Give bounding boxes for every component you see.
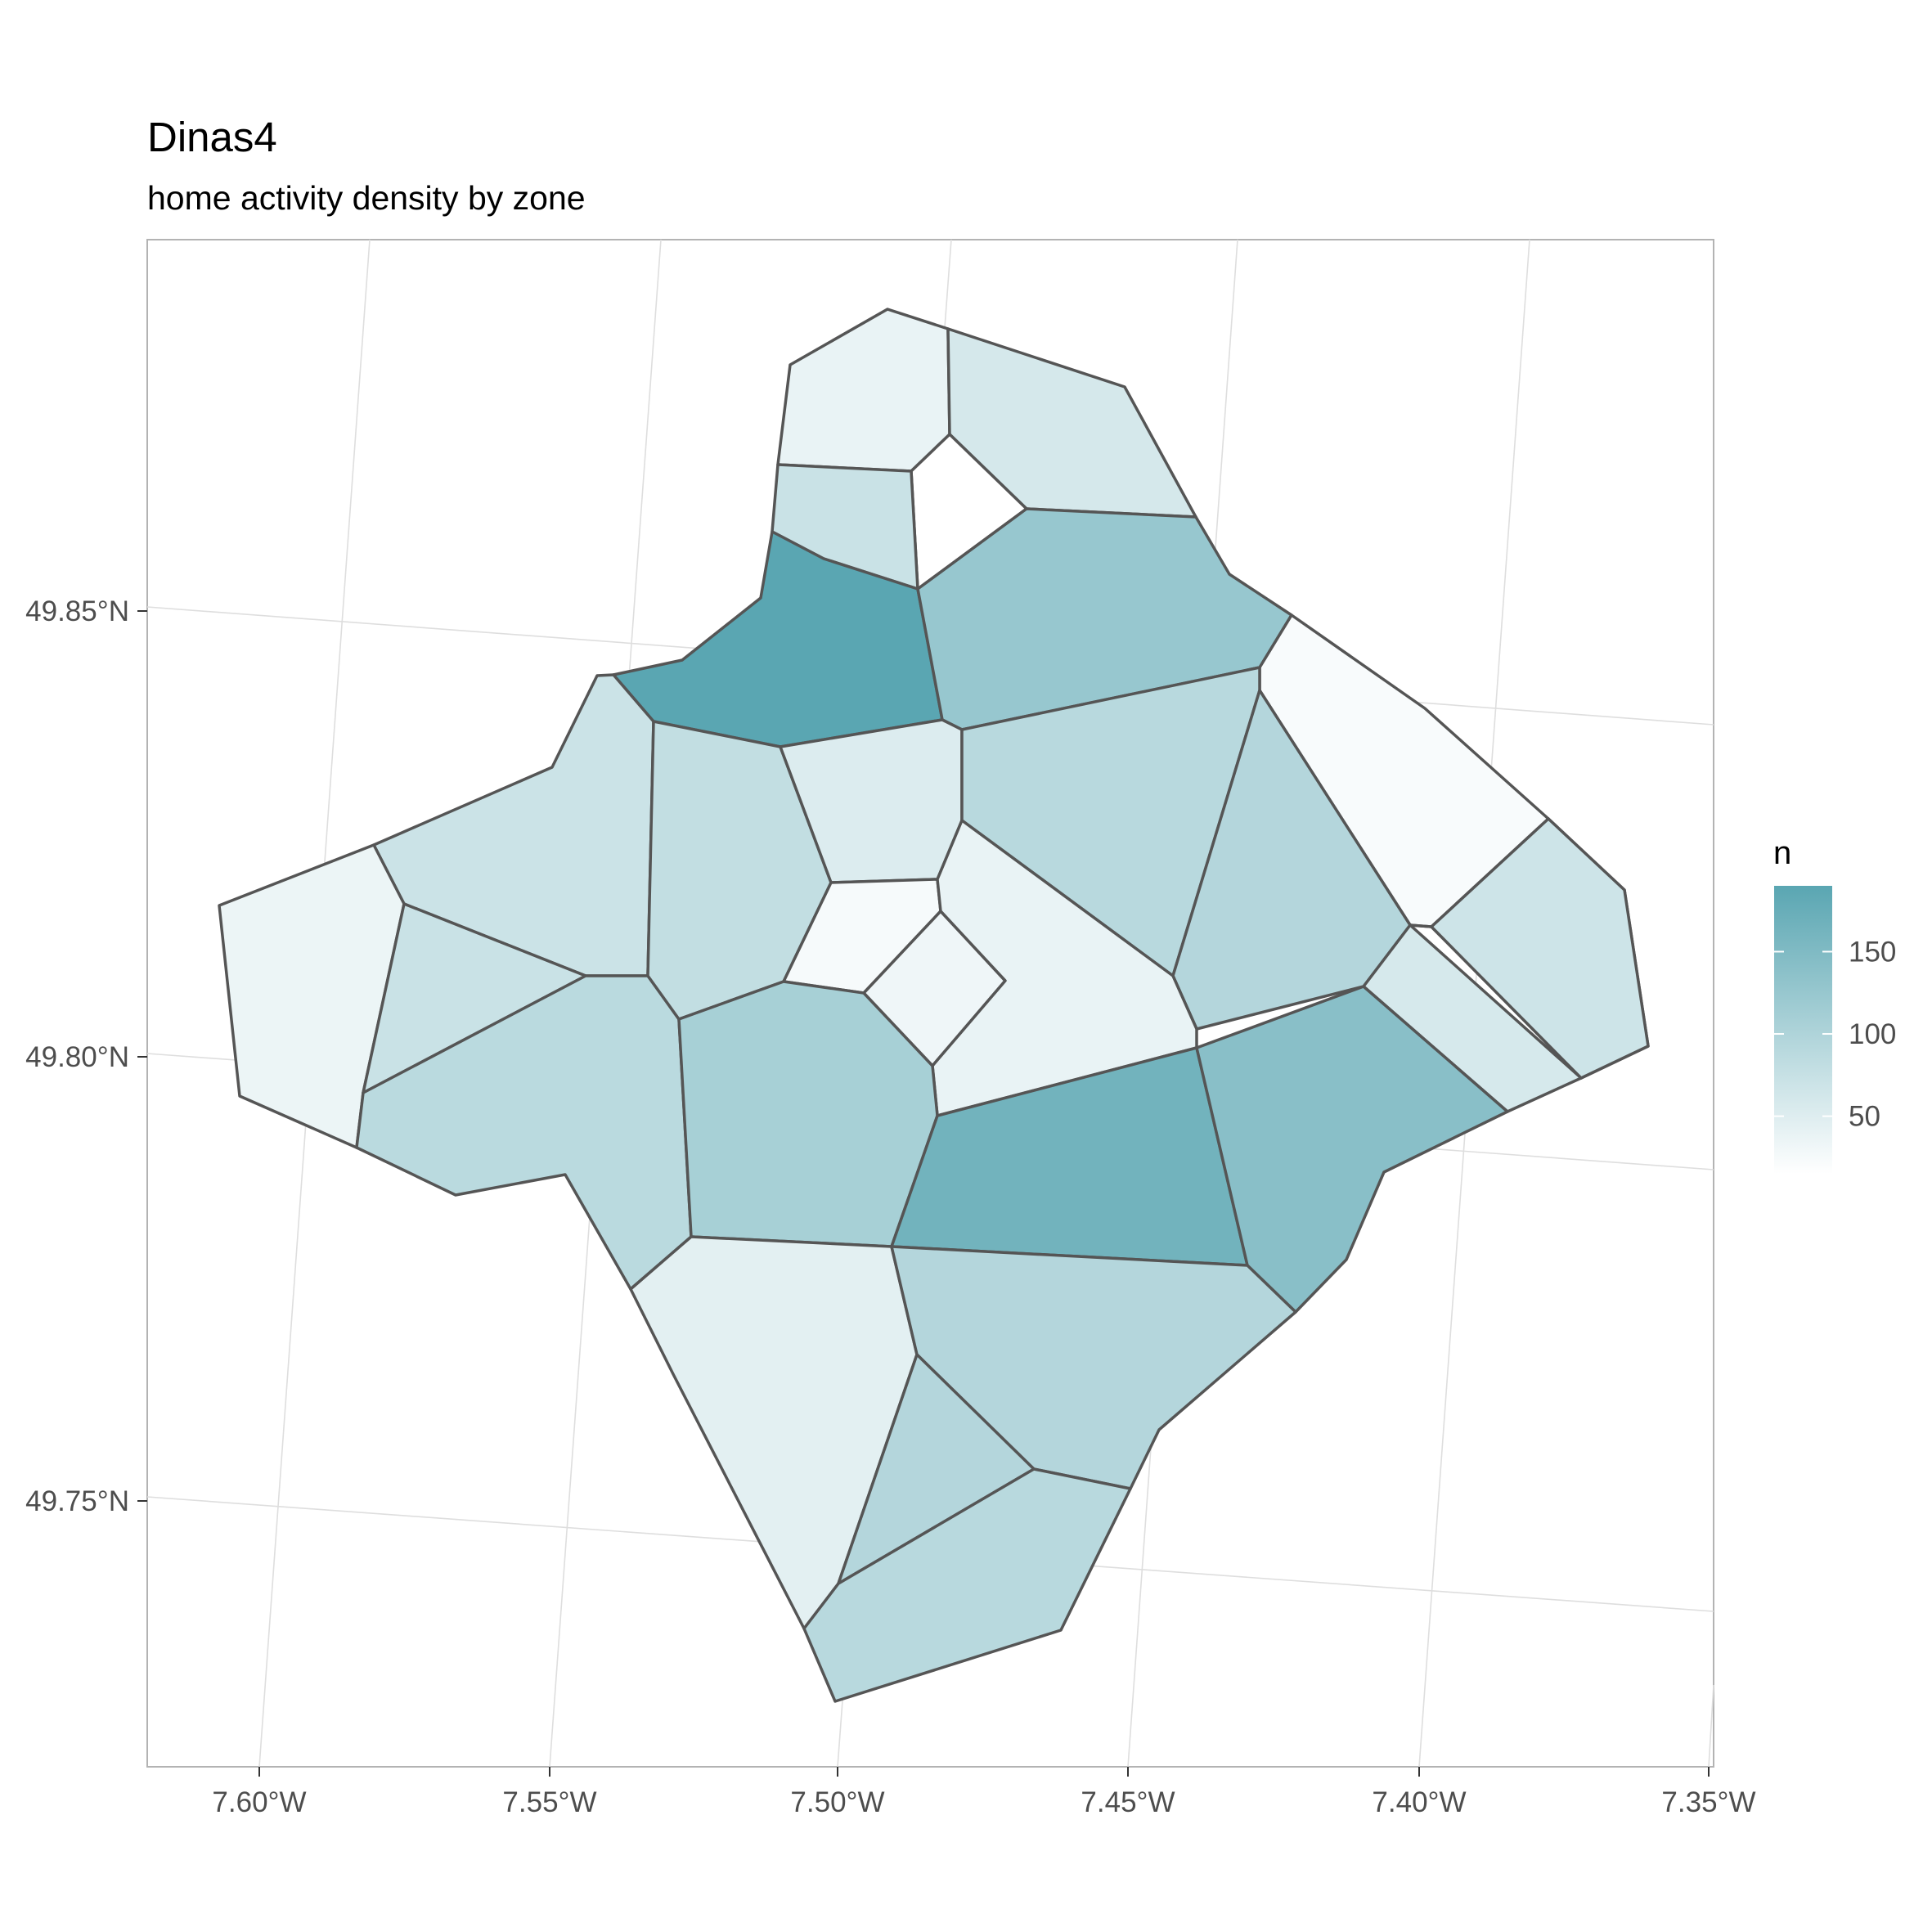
legend-tick-label: 50 xyxy=(1849,1101,1880,1133)
chart-subtitle: home activity density by zone xyxy=(147,179,586,217)
grid-lon-7.35 xyxy=(1708,1684,1714,1768)
y-tick-label: 49.75°N xyxy=(25,1485,129,1517)
legend-tick-label: 100 xyxy=(1849,1018,1896,1050)
x-tick-label: 7.60°W xyxy=(212,1786,306,1818)
y-tick-label: 49.80°N xyxy=(25,1041,129,1073)
zone-centre-east-large xyxy=(1171,689,1412,1031)
chart-title: Dinas4 xyxy=(147,114,277,160)
legend-tick-label: 150 xyxy=(1849,936,1896,968)
zone-east-far xyxy=(1430,817,1650,1080)
y-tick-label: 49.85°N xyxy=(25,595,129,627)
x-tick-label: 7.50°W xyxy=(790,1786,884,1818)
tick-labels: 49.75°N 49.80°N 49.85°N 7.60°W 7.55°W 7.… xyxy=(25,595,1755,1818)
axis-ticks xyxy=(137,610,1710,1777)
x-tick-label: 7.55°W xyxy=(502,1786,596,1818)
legend-title: n xyxy=(1773,835,1791,871)
x-tick-label: 7.35°W xyxy=(1661,1786,1755,1818)
x-tick-label: 7.45°W xyxy=(1081,1786,1175,1818)
zones-layer xyxy=(218,308,1650,1703)
x-tick-label: 7.40°W xyxy=(1372,1786,1466,1818)
zone-south-tip xyxy=(802,1467,1132,1703)
legend-colorbar xyxy=(1774,886,1832,1174)
legend: n 50 100 150 xyxy=(1773,835,1896,1174)
legend-ticks: 50 100 150 xyxy=(1774,936,1896,1133)
